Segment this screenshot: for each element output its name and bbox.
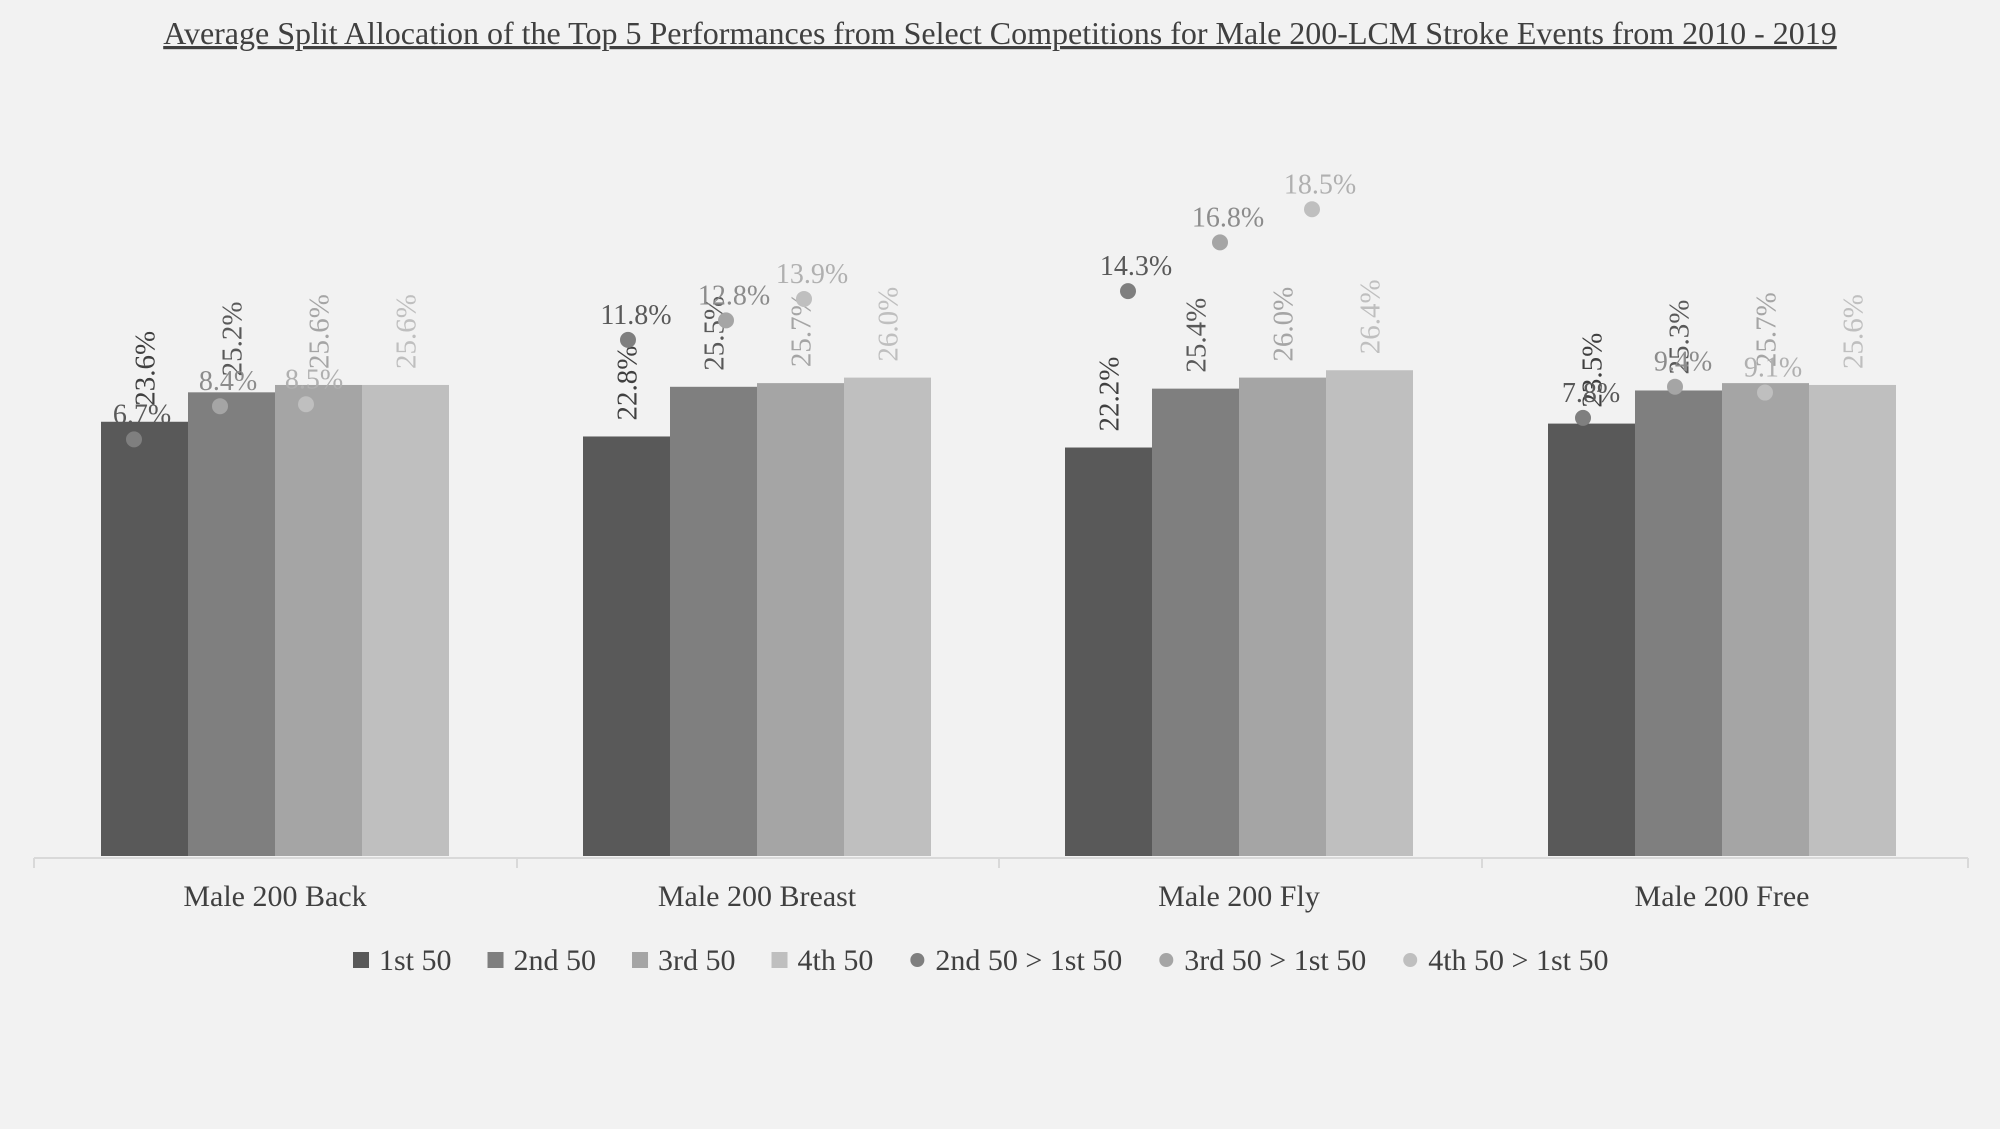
- scatter-point: [620, 331, 636, 348]
- bar-data-label: 26.0%: [1268, 287, 1300, 362]
- bars-layer: 23.6% 25.2% 25.6% 25.6% 22.8% 25.5% 25.7% 26.0%…: [101, 279, 1896, 856]
- scatter-data-label: 18.5%: [1284, 169, 1356, 200]
- legend-swatch: [632, 952, 649, 968]
- scatter-data-label: 14.3%: [1100, 251, 1172, 282]
- scatter-point: [212, 398, 228, 415]
- bar-3: [275, 384, 362, 856]
- bar-data-label: 25.6%: [391, 294, 423, 369]
- legend-swatch: [771, 952, 788, 968]
- scatter-data-label: 11.8%: [600, 300, 671, 331]
- bar-2: [1152, 388, 1239, 856]
- scatter-data-label: 9.4%: [1654, 347, 1712, 378]
- bar-data-label: 25.4%: [1181, 298, 1213, 373]
- legend-label: 3rd 50 > 1st 50: [1184, 944, 1366, 977]
- bar-data-label: 25.5%: [699, 296, 731, 371]
- bar-3: [1239, 377, 1326, 856]
- legend-swatch: [353, 952, 369, 968]
- bar-data-label: 23.6%: [130, 331, 162, 406]
- scatter-point: [126, 431, 142, 448]
- bar-3: [757, 383, 844, 856]
- bar-data-label: 26.0%: [873, 287, 905, 362]
- x-tick-label: Male 200 Free: [1635, 880, 1810, 913]
- bar-2: [1635, 390, 1722, 856]
- scatter-data-label: 9.1%: [1744, 353, 1802, 384]
- bar-4: [362, 384, 449, 856]
- scatter-data-label: 12.8%: [698, 280, 770, 311]
- scatter-point: [718, 312, 734, 329]
- bar-data-label: 26.4%: [1355, 279, 1387, 354]
- scatter-point: [1575, 409, 1591, 426]
- legend-label: 2nd 50 > 1st 50: [935, 944, 1122, 977]
- bar-data-label: 23.5%: [1577, 333, 1609, 408]
- x-tick-label: Male 200 Back: [183, 880, 366, 913]
- scatter-point: [796, 290, 812, 307]
- legend-swatch: [487, 952, 504, 968]
- scatter-point: [1667, 378, 1683, 395]
- legend-marker: [910, 953, 925, 967]
- legend-label: 2nd 50: [514, 944, 597, 977]
- x-axis-labels: Male 200 Back Male 200 Breast Male 200 Fly…: [33, 858, 1969, 913]
- scatter-data-label: 13.9%: [776, 259, 848, 290]
- scatter-point: [1120, 283, 1136, 300]
- scatter-point: [298, 396, 314, 413]
- legend-marker: [1403, 953, 1418, 967]
- scatter-point: [1757, 384, 1773, 401]
- bar-4: [1326, 370, 1413, 856]
- legend-label: 3rd 50: [658, 944, 736, 977]
- bar-data-label: 22.8%: [612, 346, 644, 421]
- bar-data-label: 25.6%: [1838, 294, 1870, 369]
- bar-1: [583, 436, 670, 856]
- legend-marker: [1159, 953, 1174, 967]
- bar-1: [1065, 447, 1152, 856]
- bar-1: [1548, 423, 1635, 856]
- bar-data-label: 22.2%: [1094, 357, 1126, 432]
- bar-data-label: 25.2%: [217, 301, 249, 376]
- scatter-data-label: 16.8%: [1192, 202, 1264, 233]
- x-tick-label: Male 200 Breast: [658, 880, 857, 913]
- legend-label: 4th 50 > 1st 50: [1428, 944, 1608, 977]
- scatter-data-label: 7.8%: [1562, 378, 1620, 409]
- bar-data-label: 25.3%: [1664, 300, 1696, 375]
- bar-2: [670, 386, 757, 856]
- scatter-point: [1212, 234, 1228, 251]
- legend-label: 4th 50: [798, 944, 874, 977]
- x-tick-label: Male 200 Fly: [1158, 880, 1320, 913]
- bar-data-label: 25.7%: [1751, 292, 1783, 367]
- scatter-data-label: 8.5%: [285, 364, 343, 395]
- scatter-data-label: 8.4%: [199, 366, 257, 397]
- chart-title: Average Split Allocation of the Top 5 Pe…: [163, 15, 1837, 51]
- scatter-point: [1304, 201, 1320, 218]
- bar-4: [844, 377, 931, 856]
- legend-label: 1st 50: [379, 944, 452, 977]
- bar-2: [188, 392, 275, 856]
- dots-layer: 6.7% 8.4% 8.5% 11.8% 12.8%13.9% 14.3% 16.8% 18.…: [113, 169, 1802, 448]
- bar-4: [1809, 384, 1896, 856]
- scatter-data-label: 6.7%: [113, 399, 171, 430]
- bar-data-label: 25.6%: [304, 294, 336, 369]
- bar-3: [1722, 383, 1809, 856]
- bar-1: [101, 421, 188, 856]
- chart-legend: 1st 50 2nd 50 3rd 50 4th 50 2nd 50 > 1st 50 3…: [353, 944, 1608, 977]
